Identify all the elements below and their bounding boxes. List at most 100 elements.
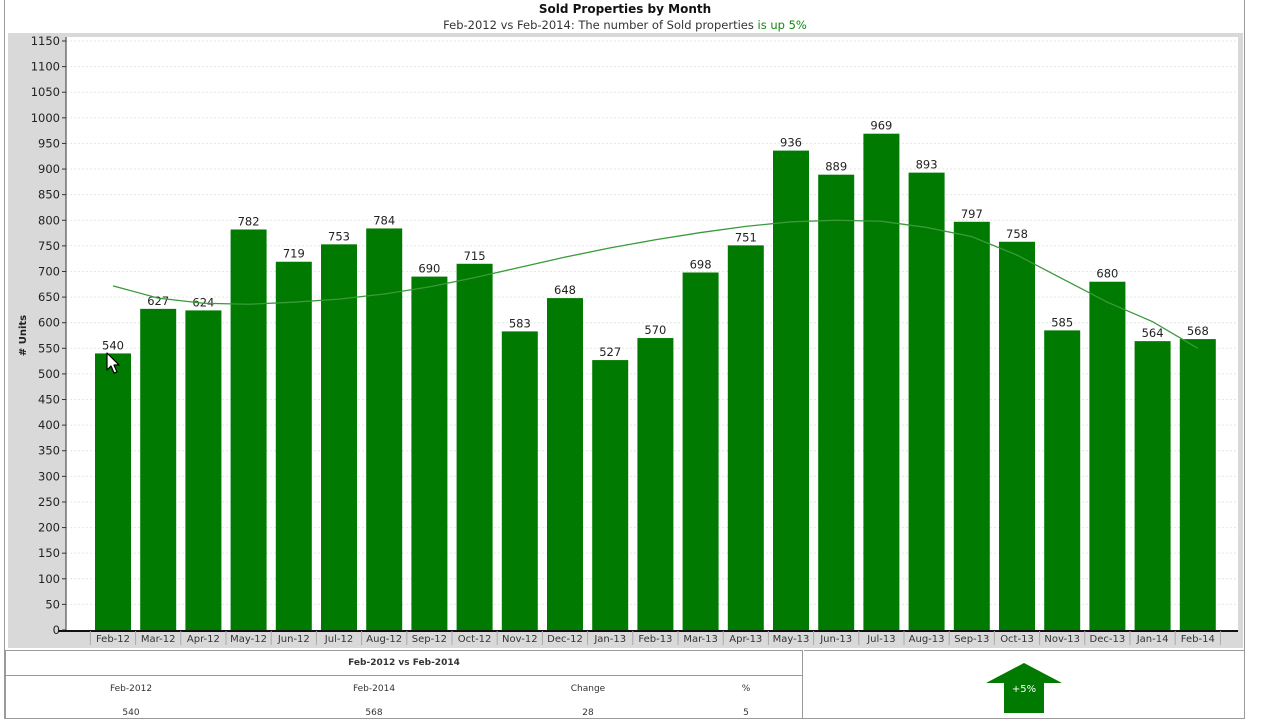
- data-label: 758: [1006, 227, 1028, 241]
- bar-Apr-13: [727, 245, 764, 630]
- y-tick-label: 600: [38, 316, 60, 330]
- bar-Jun-12: [275, 261, 312, 630]
- comparison-heading: Feb-2012 vs Feb-2014: [6, 651, 802, 676]
- y-tick-label: 50: [45, 597, 60, 611]
- value-change: 28: [582, 708, 594, 718]
- x-tick-label: May-13: [773, 634, 810, 645]
- data-label: 648: [554, 283, 576, 297]
- data-label: 936: [780, 136, 802, 150]
- x-tick-label: Apr-12: [187, 634, 220, 645]
- bar-Sep-12: [411, 276, 448, 630]
- y-tick-label: 0: [53, 623, 60, 637]
- bar-Jun-13: [818, 174, 855, 630]
- x-tick-label: Mar-13: [683, 634, 718, 645]
- y-tick-label: 500: [38, 367, 60, 381]
- data-label: 698: [690, 258, 712, 272]
- bar-Feb-13: [637, 338, 674, 630]
- y-tick-label: 750: [38, 239, 60, 253]
- data-label: 969: [870, 119, 892, 133]
- y-tick-label: 550: [38, 341, 60, 355]
- value-end: 568: [365, 708, 383, 718]
- y-tick-label: 1100: [31, 60, 60, 74]
- y-tick-label: 1050: [31, 85, 60, 99]
- bar-Jul-12: [321, 244, 357, 630]
- x-tick-label: Mar-12: [141, 634, 176, 645]
- bar-Apr-12: [185, 310, 222, 630]
- data-label: 568: [1187, 324, 1209, 338]
- bar-Sep-13: [953, 221, 990, 630]
- y-tick-label: 450: [38, 393, 60, 407]
- data-label: 719: [283, 247, 305, 261]
- bar-Oct-12: [456, 263, 493, 630]
- y-tick-label: 800: [38, 213, 60, 227]
- data-label: 797: [961, 207, 983, 221]
- data-label: 782: [238, 214, 260, 228]
- x-tick-label: Feb-14: [1181, 634, 1215, 645]
- bar-chart: 0 50 100 150 200 250 300 350 400 450 500 550 600 650 7…: [8, 33, 1243, 648]
- y-tick-label: 400: [38, 418, 60, 432]
- y-axis-label: # Units: [18, 315, 29, 356]
- bar-Aug-12: [366, 228, 403, 630]
- bar-May-12: [230, 229, 267, 631]
- y-tick-label: 650: [38, 290, 60, 304]
- data-label: 527: [599, 345, 621, 359]
- data-label: 893: [916, 158, 938, 172]
- x-tick-label: May-12: [230, 634, 267, 645]
- bar-Nov-12: [501, 331, 538, 630]
- data-label: 627: [147, 294, 169, 308]
- column-header-start: Feb-2012: [109, 684, 153, 694]
- data-label: 784: [373, 213, 395, 227]
- y-tick-label: 1150: [31, 34, 60, 48]
- y-tick-label: 850: [38, 188, 60, 202]
- value-start: 540: [122, 708, 140, 718]
- chart-subtitle: Feb-2012 vs Feb-2014: The number of Sold…: [0, 18, 1250, 32]
- data-label: 753: [328, 229, 350, 243]
- y-tick-label: 950: [38, 136, 60, 150]
- bar-Mar-12: [140, 308, 177, 630]
- bar-Feb-14: [1179, 339, 1216, 630]
- x-tick-label: Nov-13: [1044, 634, 1080, 645]
- x-tick-label: Jul-12: [324, 634, 353, 645]
- subtitle-text: Feb-2012 vs Feb-2014: The number of Sold…: [443, 18, 758, 32]
- subtitle-change: is up 5%: [757, 18, 807, 32]
- data-label: 680: [1096, 267, 1118, 281]
- x-tick-label: Jun-12: [277, 634, 310, 645]
- x-tick-label: Dec-13: [1090, 634, 1126, 645]
- x-tick-label: Feb-13: [638, 634, 672, 645]
- x-tick-label: Sep-12: [412, 634, 447, 645]
- bar-Dec-13: [1089, 281, 1126, 630]
- x-tick-label: Jan-14: [1136, 634, 1169, 645]
- bar-Dec-12: [547, 298, 583, 630]
- change-indicator-label: +5%: [1012, 684, 1036, 695]
- x-tick-label: Sep-13: [954, 634, 989, 645]
- up-arrow-icon: [986, 663, 1062, 713]
- x-tick-label: Jul-13: [866, 634, 895, 645]
- column-header-change: Change: [570, 684, 606, 694]
- data-label: 715: [464, 249, 486, 263]
- data-label: 751: [735, 230, 757, 244]
- data-label: 585: [1051, 315, 1073, 329]
- comparison-table: Feb-2012 vs Feb-2014 Feb-2012 Feb-2014 C…: [5, 650, 803, 719]
- x-tick-label: Nov-12: [502, 634, 538, 645]
- y-tick-label: 150: [38, 546, 60, 560]
- bar-Aug-13: [908, 172, 945, 630]
- column-header-percent: %: [741, 684, 751, 694]
- bar-Jan-13: [592, 360, 629, 630]
- y-tick-label: 300: [38, 469, 60, 483]
- change-indicator: +5%: [804, 650, 1245, 719]
- bar-Jan-14: [1134, 341, 1171, 630]
- x-tick-label: Oct-12: [458, 634, 492, 645]
- x-tick-label: Aug-13: [909, 634, 945, 645]
- bar-Jul-13: [863, 133, 900, 630]
- data-label: 624: [192, 295, 214, 309]
- trend-line: [112, 219, 1199, 349]
- y-tick-label: 200: [38, 521, 60, 535]
- x-tick-label: Feb-12: [96, 634, 130, 645]
- bar-Mar-13: [682, 272, 719, 630]
- bar-Feb-12: [95, 353, 131, 630]
- y-tick-label: 900: [38, 162, 60, 176]
- chart-title: Sold Properties by Month: [538, 2, 712, 16]
- data-label: 564: [1142, 326, 1164, 340]
- y-tick-label: 1000: [31, 111, 60, 125]
- bar-Nov-13: [1044, 330, 1081, 630]
